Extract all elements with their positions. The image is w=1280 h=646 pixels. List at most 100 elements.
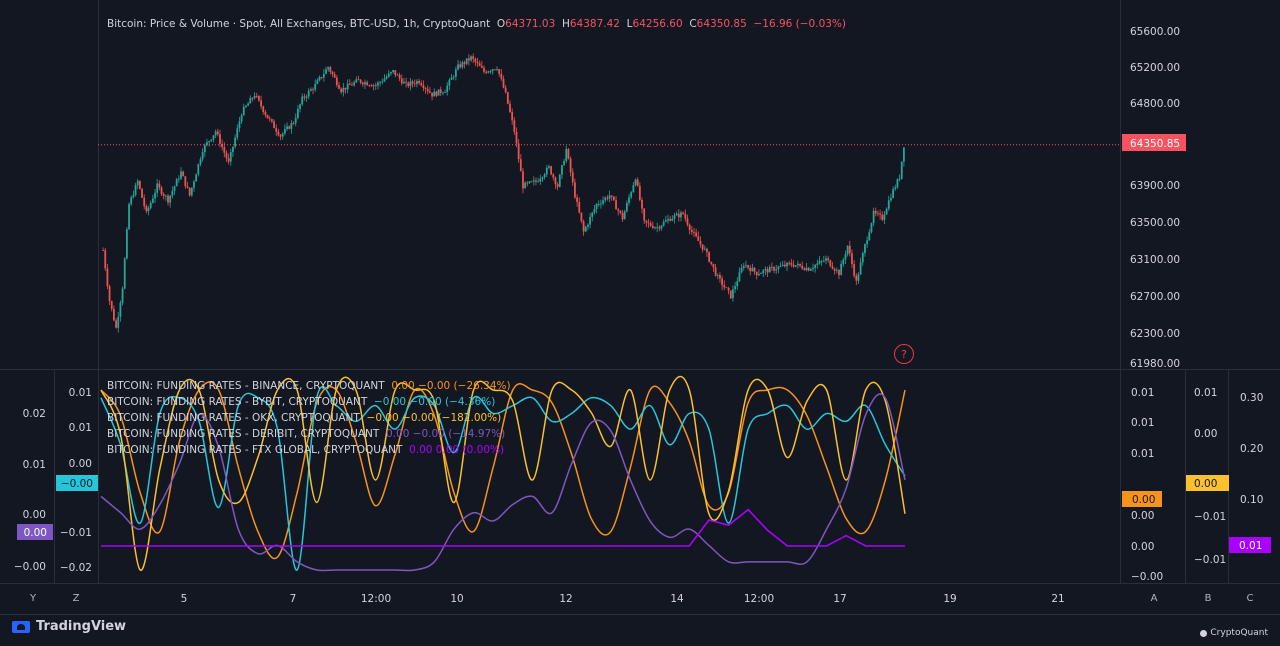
candle-body: [312, 89, 314, 91]
candle-body: [688, 224, 691, 230]
candle-body: [162, 194, 165, 196]
candle-body: [706, 248, 708, 253]
candle-body: [697, 236, 700, 242]
funding-legend-label: BITCOIN: FUNDING RATES - OKX, CRYPTOQUAN…: [107, 412, 360, 424]
candle-body: [307, 90, 310, 97]
candle-body: [864, 244, 866, 254]
a-axis-tick-label: 0.01: [1131, 448, 1154, 460]
funding-legend-label: BITCOIN: FUNDING RATES - BINANCE, CRYPTO…: [107, 380, 385, 392]
candle-body: [102, 250, 104, 252]
price-tick-label: 65200.00: [1130, 62, 1180, 74]
candle-body: [338, 84, 340, 89]
candle-body: [753, 267, 756, 272]
axis-letter-z[interactable]: Z: [72, 593, 80, 604]
tradingview-logo[interactable]: TradingView: [12, 619, 126, 634]
candle-body: [483, 67, 485, 72]
axis-letter-y[interactable]: Y: [29, 593, 37, 604]
candle-body: [712, 263, 715, 268]
candle-body: [615, 200, 617, 210]
legend-c-label: C: [689, 18, 697, 30]
candle-body: [532, 180, 535, 182]
main-legend-title: Bitcoin: Price & Volume · Spot, All Exch…: [107, 18, 491, 30]
candle-body: [610, 195, 613, 197]
candle-body: [677, 213, 680, 218]
y-axis-tick-label: −0.02: [60, 562, 92, 574]
axis-letter-c[interactable]: C: [1246, 593, 1254, 604]
candle-body: [636, 179, 639, 186]
candle-body: [214, 131, 217, 136]
candle-body: [478, 63, 481, 66]
candle-body: [859, 262, 862, 275]
candle-body: [539, 178, 542, 182]
c-axis-tick-label: 0.20: [1240, 443, 1263, 455]
candle-body: [292, 123, 295, 124]
candle-body: [896, 179, 899, 188]
candle-body: [206, 142, 208, 146]
candle-body: [104, 250, 107, 269]
candle-body: [143, 197, 146, 207]
candle-body: [117, 316, 120, 328]
axis-letter-b[interactable]: B: [1204, 593, 1212, 604]
candle-body: [576, 197, 578, 203]
candle-body: [240, 115, 243, 122]
a-axis-badge-label: 0.00: [1132, 494, 1155, 506]
candle-body: [286, 126, 288, 129]
candle-body: [149, 202, 152, 209]
candle-body: [429, 91, 431, 93]
candle-body: [128, 204, 130, 230]
candle-body: [186, 186, 189, 188]
candle-body: [212, 135, 215, 140]
candle-body: [628, 197, 630, 203]
candle-body: [777, 266, 780, 270]
candle-body: [840, 263, 843, 276]
candle-body: [768, 267, 771, 273]
candle-body: [342, 87, 345, 93]
candle-body: [262, 106, 265, 113]
time-tick-label: 14: [670, 593, 684, 605]
candle-body: [883, 214, 886, 220]
legend-l-value: 64256.60: [632, 18, 683, 30]
candle-body: [268, 118, 271, 120]
candle-body: [216, 131, 219, 135]
a-axis-tick-label: 0.01: [1131, 387, 1154, 399]
candle-body: [245, 105, 247, 108]
candle-body: [418, 80, 420, 83]
candle-body: [816, 263, 819, 266]
candle-body: [829, 260, 832, 267]
candle-body: [190, 187, 193, 196]
y-axis-tick-label: 0.01: [69, 387, 92, 399]
candle-body: [528, 181, 531, 183]
z-axis-tick-label: 0.02: [23, 408, 46, 420]
axis-letter-a[interactable]: A: [1150, 593, 1158, 604]
candle-body: [511, 112, 514, 121]
candle-body: [359, 79, 362, 83]
funding-legend-value: −0.00 −0.00 (−182.00%): [366, 412, 502, 424]
candle-body: [632, 185, 635, 193]
candle-body: [136, 180, 139, 186]
funding-legend-label: BITCOIN: FUNDING RATES - DERIBIT, CRYPTO…: [107, 428, 380, 440]
candle-body: [370, 85, 373, 87]
candle-body: [641, 199, 643, 209]
z-axis-badge: [17, 524, 53, 540]
candle-body: [578, 202, 581, 213]
candle-body: [249, 98, 252, 104]
candle-body: [545, 167, 548, 175]
candle-body: [900, 161, 903, 179]
candle-body: [219, 134, 221, 144]
funding-legend-label: BITCOIN: FUNDING RATES - FTX GLOBAL, CRY…: [107, 444, 403, 456]
candle-body: [779, 265, 782, 267]
candle-body: [781, 264, 784, 266]
candle-body: [751, 267, 754, 272]
price-tick-label: 63500.00: [1130, 217, 1180, 229]
candle-body: [138, 180, 141, 189]
candle-body: [842, 259, 845, 264]
candle-body: [361, 82, 364, 85]
candle-body: [500, 73, 503, 79]
help-icon[interactable]: ?: [894, 344, 914, 364]
candle-body: [467, 58, 470, 61]
candle-body: [279, 135, 282, 137]
candle-body: [574, 182, 576, 198]
candle-body: [253, 95, 256, 99]
